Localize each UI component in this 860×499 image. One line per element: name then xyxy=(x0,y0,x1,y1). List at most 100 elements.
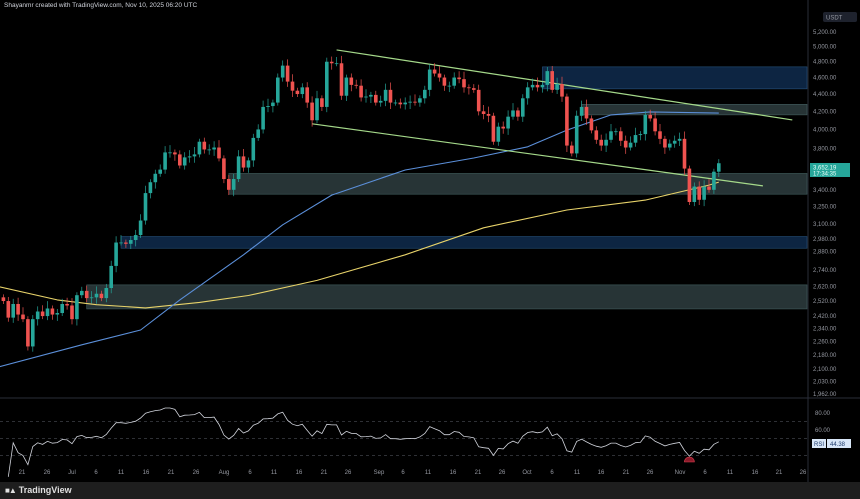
candle xyxy=(217,140,221,162)
candle xyxy=(516,107,520,121)
time-axis-tick: 11 xyxy=(425,470,432,476)
candle-body xyxy=(516,110,520,117)
candle xyxy=(589,115,594,134)
candle-body xyxy=(173,152,177,155)
candle xyxy=(99,290,104,302)
candle-body xyxy=(604,139,608,146)
candle-body xyxy=(1,297,6,302)
price-axis[interactable]: 5,200.00 5,000.00 4,800.00 4,600.00 4,400.00… xyxy=(813,30,837,398)
tradingview-logo[interactable]: ■▲ TradingView xyxy=(5,485,72,495)
candle-body xyxy=(496,126,501,142)
candle-body xyxy=(187,156,192,158)
candle-body xyxy=(31,319,35,347)
candle-body xyxy=(334,63,339,65)
candle xyxy=(60,298,64,317)
candle-body xyxy=(222,158,226,180)
currency-label: USDT xyxy=(826,16,843,22)
candle xyxy=(50,305,55,320)
currency-badge[interactable]: USDT xyxy=(823,12,857,22)
candle xyxy=(388,82,393,109)
candle xyxy=(442,74,447,91)
candle-body xyxy=(84,290,89,299)
rsi-value-label: RSI 44.38 xyxy=(812,439,851,448)
candle-body xyxy=(148,182,153,194)
time-axis-tick: 21 xyxy=(623,470,630,476)
candle xyxy=(555,77,559,94)
time-axis-tick: 21 xyxy=(475,470,482,476)
time-axis-tick: 6 xyxy=(248,470,252,476)
candle xyxy=(511,103,515,120)
candle xyxy=(129,235,133,250)
candle-body xyxy=(329,61,334,64)
candle xyxy=(256,124,260,141)
moving-average-blue xyxy=(0,111,719,368)
candle xyxy=(584,99,589,125)
candle xyxy=(315,90,319,124)
candle-body xyxy=(491,115,496,142)
candle xyxy=(374,90,378,106)
price-axis-tick: 2,030.00 xyxy=(813,379,837,385)
candle-body xyxy=(682,138,687,169)
time-axis-tick: 21 xyxy=(776,470,783,476)
candle xyxy=(285,59,290,87)
candle-body xyxy=(124,242,128,244)
candle xyxy=(80,286,84,299)
candle-body xyxy=(197,141,202,155)
candle-body xyxy=(40,311,45,317)
candle-body xyxy=(697,186,701,200)
candle xyxy=(84,285,89,303)
zone-blue xyxy=(542,66,808,90)
candle-body xyxy=(476,89,481,112)
candle xyxy=(369,91,373,103)
candle xyxy=(594,126,599,144)
candle xyxy=(692,182,697,207)
candle-body xyxy=(378,100,383,103)
candle-body xyxy=(643,114,648,135)
candle xyxy=(506,110,510,135)
candle-body xyxy=(94,293,99,298)
candle-body xyxy=(570,145,574,154)
candle xyxy=(320,95,324,112)
candle-body xyxy=(633,135,638,143)
candle xyxy=(457,71,461,84)
candle xyxy=(643,110,648,141)
candle-body xyxy=(271,102,275,107)
candle xyxy=(1,294,6,305)
candle xyxy=(614,128,618,136)
candle-body xyxy=(565,96,569,146)
candle xyxy=(717,159,721,177)
moving-average-yellow xyxy=(0,181,719,309)
candle-body xyxy=(104,288,109,299)
candle-body xyxy=(295,90,300,95)
candle-body xyxy=(114,242,118,266)
candle-body xyxy=(623,140,628,148)
candle xyxy=(364,89,368,103)
candle xyxy=(565,93,569,152)
candle-body xyxy=(339,63,344,96)
time-axis-tick: 6 xyxy=(550,470,554,476)
candle xyxy=(570,141,574,157)
candle-body xyxy=(457,77,461,80)
candle-body xyxy=(192,154,197,157)
price-axis-tick: 2,340.00 xyxy=(813,327,837,333)
candle xyxy=(467,84,471,95)
candle xyxy=(35,306,40,326)
time-axis[interactable]: 21 26 Jul 6 11 16 21 26 Aug 6 11 16 21 26 Sep 6 11 16 21 26… xyxy=(19,470,807,476)
candle-body xyxy=(119,242,123,244)
candle xyxy=(525,82,530,105)
candle-body xyxy=(418,98,422,103)
price-axis-tick: 4,000.00 xyxy=(813,127,837,133)
candle-body xyxy=(658,131,662,139)
candle-body xyxy=(393,102,398,104)
price-chart[interactable]: 80.00 60.00 5,200.00 5,000.00 4,800.00 4,600… xyxy=(0,0,860,482)
candle xyxy=(65,297,69,310)
price-axis-tick: 4,800.00 xyxy=(813,60,837,66)
candle xyxy=(207,144,211,155)
price-axis-tick: 2,620.00 xyxy=(813,285,837,291)
candle-body xyxy=(35,311,40,320)
price-axis-tick: 2,180.00 xyxy=(813,353,837,359)
candle xyxy=(437,66,442,82)
time-axis-tick: 16 xyxy=(143,470,150,476)
time-axis-tick: 26 xyxy=(499,470,506,476)
candle xyxy=(486,106,491,123)
